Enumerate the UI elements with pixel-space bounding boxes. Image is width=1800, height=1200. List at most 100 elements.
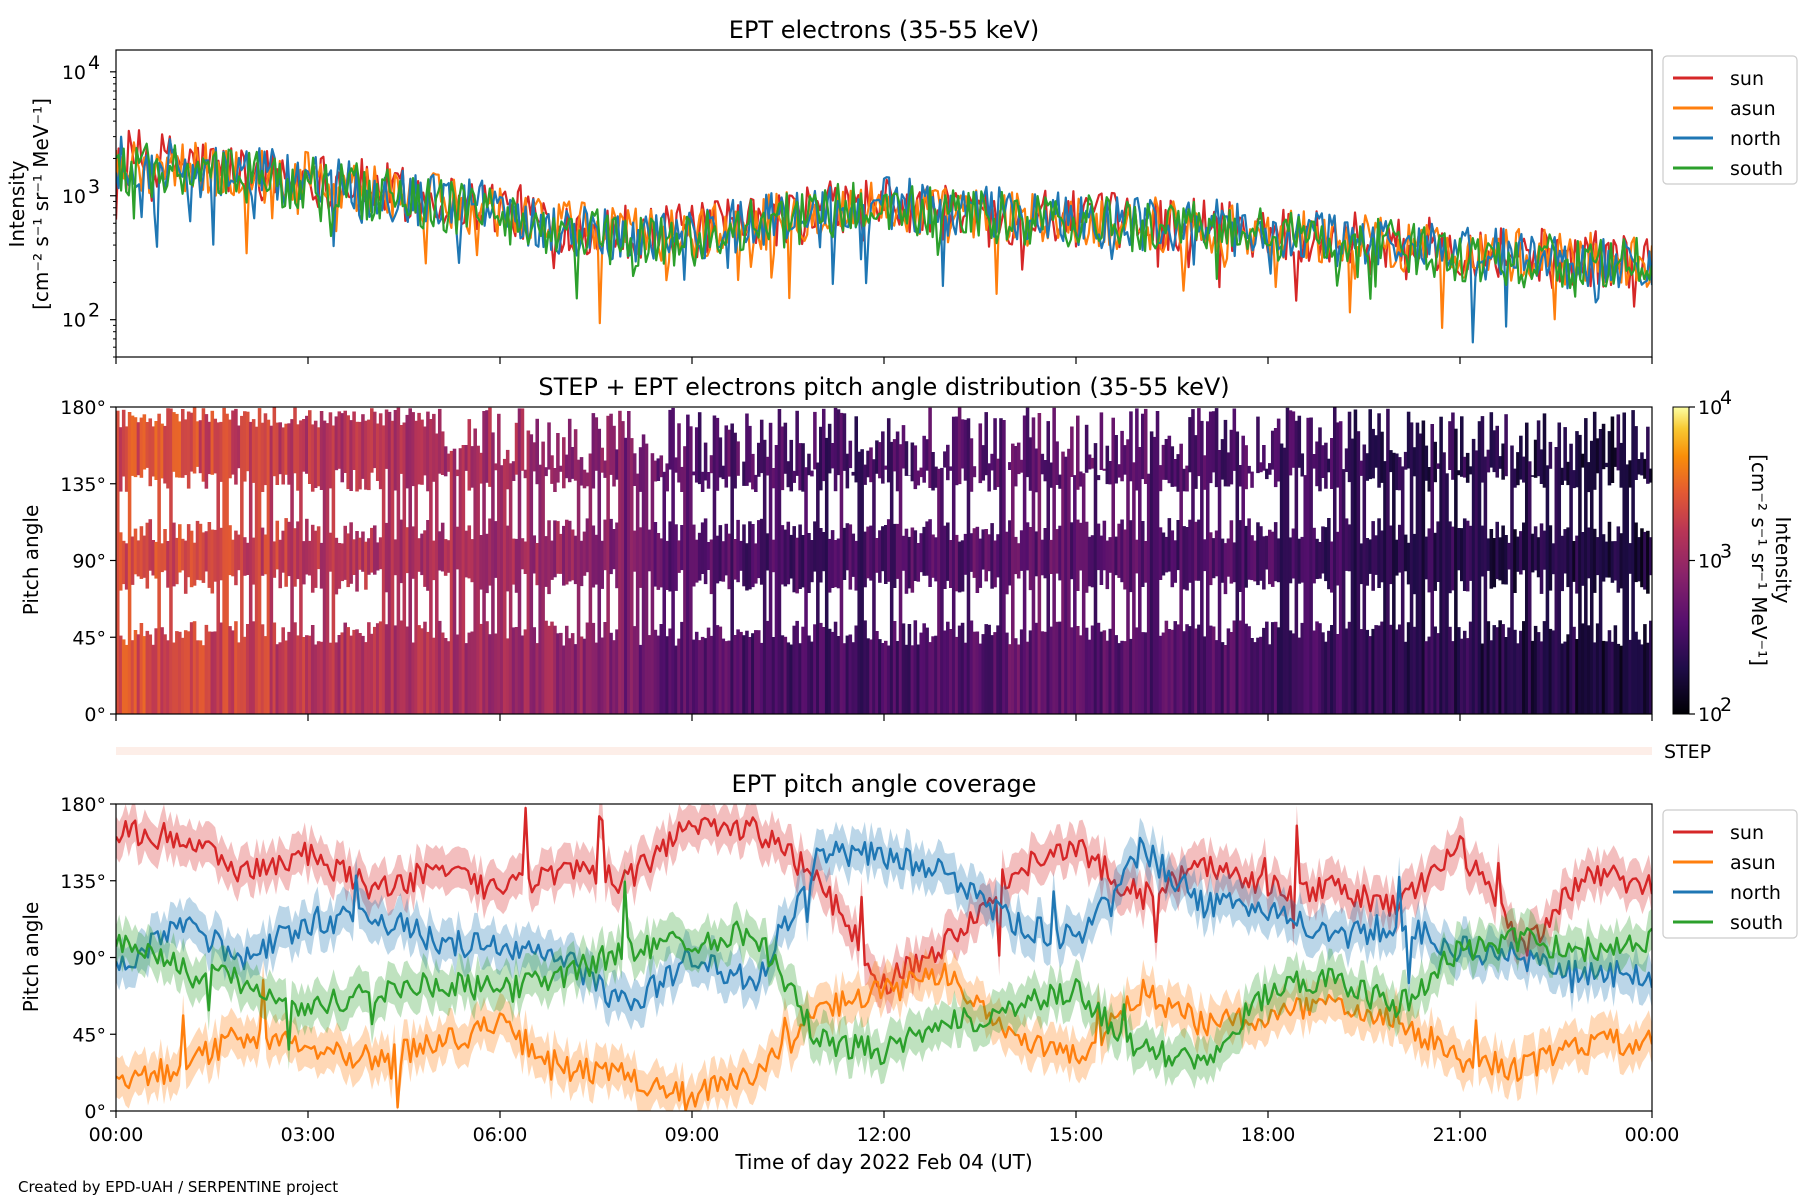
heatmap-cell (771, 539, 776, 573)
heatmap-cell (1297, 538, 1302, 584)
colorbar-tick-exponent: 2 (1720, 694, 1732, 716)
legend-label-sun: sun (1730, 822, 1764, 844)
heatmap-cell (172, 412, 176, 472)
heatmap-cell (367, 538, 371, 575)
heatmap-cell (1108, 461, 1113, 485)
heatmap-cell (1462, 456, 1467, 478)
heatmap-cell (919, 533, 923, 573)
heatmap-cell (319, 542, 324, 589)
heatmap-cell (1008, 644, 1012, 714)
heatmap-cell (553, 468, 557, 492)
heatmap-cell (183, 419, 188, 476)
heatmap-cell (1374, 625, 1378, 714)
heatmap-cell (1312, 454, 1316, 469)
heatmap-cell (674, 457, 678, 473)
heatmap-cell (343, 525, 347, 580)
heatmap-cell (452, 448, 457, 714)
panel1-ylabel-unit: [cm⁻² s⁻¹ sr⁻¹ MeV⁻¹] (29, 98, 53, 310)
heatmap-cell (925, 439, 929, 471)
heatmap-cell (118, 532, 123, 591)
heatmap-cell (656, 458, 661, 481)
heatmap-cell (1315, 441, 1319, 487)
heatmap-cell (1129, 520, 1133, 593)
heatmap-cell (446, 641, 451, 714)
heatmap-cell (718, 525, 723, 582)
heatmap-cell (937, 468, 941, 714)
heatmap-cell (163, 529, 167, 571)
heatmap-cell (154, 628, 158, 714)
heatmap-cell (1368, 539, 1372, 574)
heatmap-cell (1203, 539, 1207, 572)
heatmap-cell (1601, 640, 1606, 714)
heatmap-cell (1465, 520, 1470, 592)
heatmap-cell (139, 417, 144, 478)
heatmap-cell (813, 624, 817, 714)
heatmap-cell (1300, 622, 1305, 714)
heatmap-cell (1087, 536, 1092, 587)
heatmap-cell (260, 422, 265, 492)
heatmap-cell (1282, 447, 1287, 714)
heatmap-cell (798, 643, 802, 714)
heatmap-cell (1542, 621, 1547, 714)
heatmap-cell (207, 522, 212, 588)
heatmap-cell (479, 452, 483, 484)
heatmap-cell (819, 622, 823, 714)
heatmap-cell (1324, 641, 1328, 714)
heatmap-cell (934, 466, 938, 488)
heatmap-cell (972, 528, 977, 578)
heatmap-cell (567, 418, 572, 483)
heatmap-cell (136, 540, 141, 577)
heatmap-cell (1516, 536, 1520, 572)
heatmap-cell (1327, 630, 1331, 714)
heatmap-cell (656, 533, 661, 590)
heatmap-cell (1182, 468, 1186, 492)
legend-label-north: north (1730, 882, 1781, 904)
heatmap-cell (807, 533, 811, 593)
heatmap-cell (467, 419, 472, 491)
heatmap-cell (393, 539, 398, 576)
heatmap-cell (1619, 533, 1624, 589)
heatmap-cell (473, 428, 477, 714)
heatmap-cell (1297, 637, 1302, 714)
heatmap-cell (1389, 525, 1393, 585)
heatmap-cell (1214, 640, 1219, 714)
heatmap-cell (869, 447, 873, 483)
heatmap-cell (213, 529, 218, 582)
heatmap-cell (269, 425, 274, 714)
heatmap-cell (461, 445, 466, 714)
heatmap-cell (198, 640, 203, 714)
heatmap-cell (535, 643, 539, 714)
heatmap-cell (1058, 525, 1062, 581)
heatmap-cell (934, 635, 938, 714)
heatmap-cell (1158, 635, 1163, 714)
heatmap-cell (875, 538, 879, 573)
heatmap-cell (606, 415, 610, 714)
heatmap-cell (399, 519, 404, 584)
heatmap-cell (526, 430, 531, 714)
heatmap-cell (1533, 439, 1538, 478)
heatmap-cell (372, 525, 377, 575)
heatmap-cell (1321, 632, 1325, 714)
heatmap-cell (833, 540, 838, 588)
legend-label-north: north (1730, 128, 1781, 150)
heatmap-cell (934, 537, 938, 582)
heatmap-cell (1111, 417, 1115, 714)
heatmap-cell (1480, 525, 1485, 577)
y-tick-label: 10 (62, 62, 86, 84)
heatmap-cell (1498, 537, 1502, 581)
heatmap-cell (1592, 411, 1597, 490)
heatmap-cell (1530, 475, 1535, 477)
heatmap-cell (346, 627, 350, 714)
heatmap-cell (1049, 539, 1053, 574)
heatmap-cell (1170, 530, 1175, 588)
heatmap-cell (1161, 532, 1166, 576)
heatmap-cell (697, 640, 702, 714)
heatmap-cell (954, 416, 959, 486)
heatmap-cell (124, 543, 129, 590)
heatmap-cell (1649, 468, 1652, 483)
heatmap-cell (408, 408, 412, 714)
heatmap-cell (163, 634, 167, 714)
heatmap-cell (910, 442, 915, 482)
heatmap-cell (919, 467, 923, 478)
heatmap-cell (1560, 467, 1564, 485)
